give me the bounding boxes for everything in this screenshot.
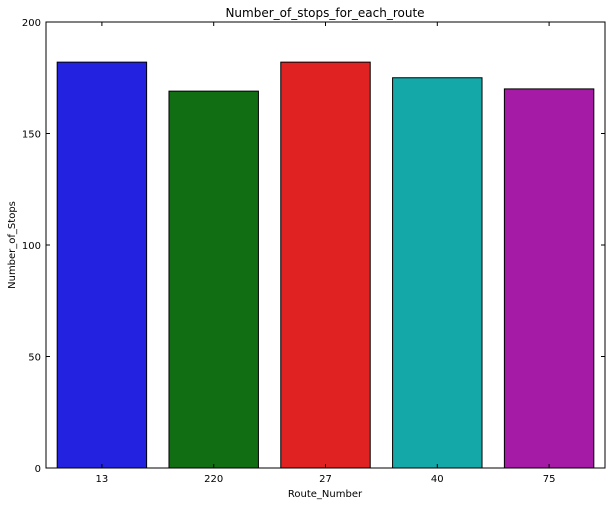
bar-75: [503, 88, 595, 469]
bar-13: [56, 61, 148, 469]
bar-27: [280, 61, 371, 469]
x-tick-label-27: 27: [319, 474, 332, 485]
bar-40: [392, 77, 483, 469]
chart-title: Number_of_stops_for_each_route: [225, 6, 424, 20]
x-axis-label: Route_Number: [288, 489, 363, 500]
x-tick-label-40: 40: [431, 474, 444, 485]
y-tick-label-100: 100: [22, 241, 41, 252]
x-tick-label-220: 220: [204, 474, 223, 485]
bar-220: [168, 90, 259, 469]
y-tick-label-50: 50: [28, 353, 41, 364]
y-axis-label: Number_of_Stops: [7, 201, 18, 289]
y-tick-label-200: 200: [22, 18, 41, 29]
y-tick-label-0: 0: [35, 464, 41, 475]
x-tick-label-75: 75: [543, 474, 556, 485]
y-tick-label-150: 150: [22, 130, 41, 141]
x-tick-label-13: 13: [96, 474, 109, 485]
plot-area: 0 50 100 150 200 13 220 27 40 75: [22, 18, 606, 485]
